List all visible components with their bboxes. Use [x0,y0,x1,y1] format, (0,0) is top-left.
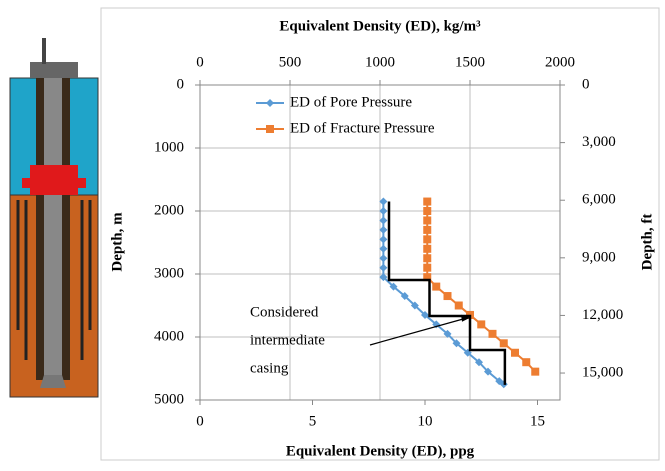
x2-title: Equivalent Density (ED), kg/m³ [279,18,481,34]
marker [379,235,388,244]
x2-tick-label: 500 [279,54,302,70]
x2-tick-label: 1500 [455,54,485,70]
arrow-head [461,314,470,322]
legend-label: ED of Fracture Pressure [290,120,435,136]
y2-tick-label: 9,000 [582,249,616,265]
marker [499,339,508,348]
y-tick-label: 5000 [154,391,184,407]
marker [423,254,432,263]
marker [477,320,486,329]
marker [379,244,388,253]
marker [531,367,540,376]
marker [484,367,492,376]
series-line [426,201,536,373]
x-tick-label: 10 [418,413,433,429]
y-title: Depth, m [109,212,125,272]
marker [423,207,432,215]
y2-tick-label: 6,000 [582,192,616,208]
x2-tick-label: 0 [196,54,204,70]
marker [423,216,432,225]
y-tick-label: 0 [177,76,185,92]
x-tick-label: 5 [309,413,317,429]
marker [379,263,388,272]
annotation: casing [250,360,289,376]
marker [379,197,388,206]
marker [266,99,274,107]
x2-tick-label: 1000 [365,54,395,70]
x-title: Equivalent Density (ED), ppg [286,443,475,459]
marker [475,358,483,367]
marker [443,329,452,338]
marker [379,273,388,282]
marker [522,358,531,367]
marker [389,282,398,291]
marker [423,244,432,253]
well-schematic [9,38,99,398]
y-tick-label: 4000 [154,328,184,344]
y2-tick-label: 15,000 [582,364,623,380]
marker [423,273,432,282]
marker [423,263,432,272]
marker [443,292,452,301]
marker [379,207,388,215]
marker [266,125,274,133]
marker [400,292,409,301]
marker [454,301,463,310]
marker [421,310,429,319]
x2-tick-label: 2000 [545,54,575,70]
annotation: intermediate [250,332,325,348]
marker [432,282,441,291]
casing-line [387,201,507,385]
annotation-arrow [369,318,465,346]
marker [379,225,388,234]
y-tick-label: 3000 [154,265,184,281]
legend-label: ED of Pore Pressure [290,94,412,110]
marker [511,348,519,357]
marker [410,301,419,310]
plot-frame [199,84,561,401]
chart-frame [100,7,660,461]
marker [423,197,432,206]
y2-tick-label: 0 [582,76,590,92]
y2-tick-label: 3,000 [582,134,616,150]
marker [379,254,388,263]
y2-title: Depth, ft [639,214,655,271]
x-tick-label: 15 [530,413,545,429]
x-tick-label: 0 [196,413,204,429]
marker [423,225,432,234]
marker [423,235,432,244]
y2-tick-label: 12,000 [582,307,623,323]
marker [488,329,497,338]
marker [379,216,388,225]
y-tick-label: 2000 [154,202,184,218]
y-tick-label: 1000 [154,139,184,155]
annotation: Considered [250,304,319,320]
marker [452,339,461,348]
